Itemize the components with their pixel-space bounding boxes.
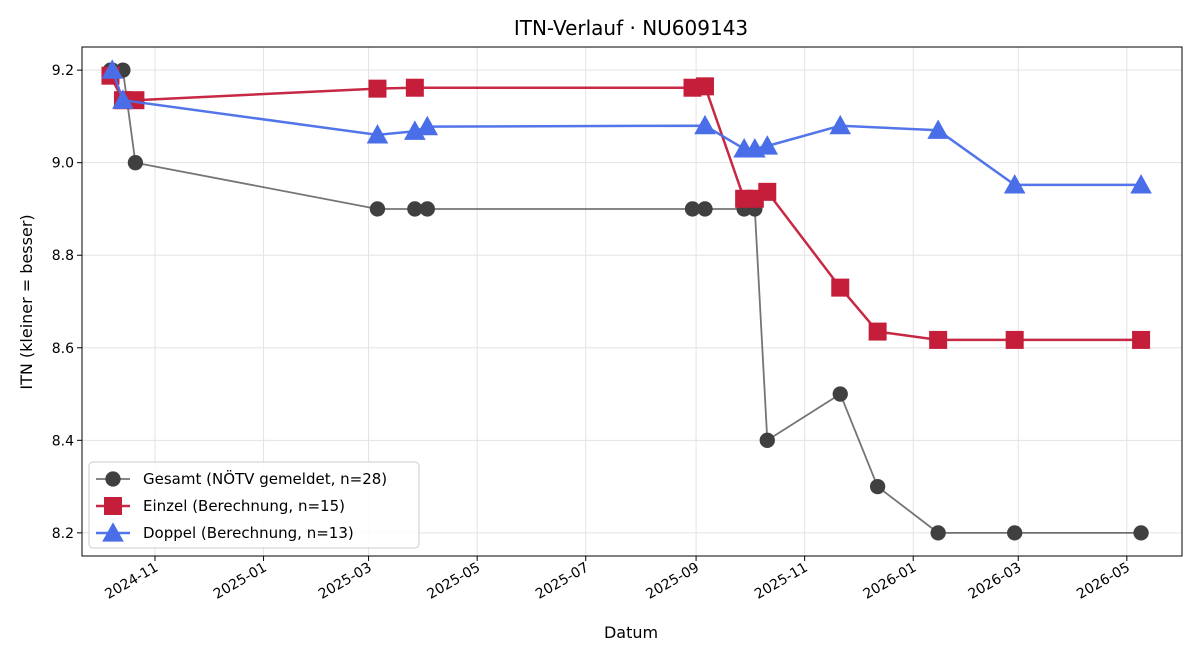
data-point (1003, 174, 1026, 194)
x-axis-label: Datum (604, 623, 658, 642)
legend-entry: Einzel (Berechnung, n=15) (96, 497, 345, 515)
x-tick-label: 2025-01 (211, 560, 270, 603)
data-point (868, 322, 887, 341)
data-point (869, 478, 886, 495)
data-point (405, 78, 424, 97)
x-tick-label: 2025-07 (533, 560, 592, 603)
y-tick-label: 8.6 (52, 341, 74, 357)
x-axis: 2024-11 2025-01 2025-03 2025-05 2025-07 2025-… (102, 556, 1133, 603)
data-point (1130, 174, 1152, 194)
legend-label: Einzel (Berechnung, n=15) (143, 497, 345, 515)
data-point (1005, 330, 1024, 349)
data-point (927, 119, 949, 139)
series-square (101, 66, 1151, 349)
data-point (929, 330, 948, 349)
data-point (112, 89, 134, 109)
data-point (758, 182, 777, 201)
data-point (697, 201, 713, 217)
data-point (1132, 330, 1151, 349)
series-layer (101, 59, 1152, 541)
y-tick-label: 9.2 (52, 63, 74, 79)
legend-box (88, 461, 420, 549)
x-tick-label: 2025-11 (752, 560, 811, 603)
data-point (831, 278, 850, 297)
legend: Gesamt (NÖTV gemeldet, n=28) Einzel (Bere… (88, 461, 420, 549)
y-axis: 8.2 8.4 8.6 8.8 9.0 9.2 (52, 63, 82, 542)
series-triangle (101, 59, 1152, 194)
x-tick-label: 2025-03 (316, 560, 375, 603)
data-point (829, 114, 852, 135)
data-point (930, 525, 946, 541)
legend-label: Gesamt (NÖTV gemeldet, n=28) (143, 469, 387, 488)
series-circle (102, 62, 1149, 541)
x-tick-label: 2026-05 (1074, 560, 1133, 603)
data-point (369, 201, 386, 217)
data-point (832, 386, 848, 402)
data-point (127, 155, 144, 171)
data-point (416, 115, 439, 136)
legend-entry: Gesamt (NÖTV gemeldet, n=28) (96, 469, 387, 488)
chart-title: ITN-Verlauf · NU609143 (514, 16, 748, 40)
data-point (407, 201, 423, 217)
legend-marker (105, 471, 121, 487)
data-point (759, 432, 775, 448)
legend-marker (104, 497, 122, 515)
x-tick-label: 2025-05 (424, 560, 483, 603)
series-line (109, 75, 1142, 342)
data-point (366, 124, 389, 144)
data-point (694, 114, 716, 135)
y-tick-label: 9.0 (52, 156, 74, 172)
data-point (101, 59, 124, 79)
data-point (756, 135, 779, 155)
data-point (419, 201, 435, 217)
data-point (1133, 525, 1149, 541)
data-point (1007, 525, 1023, 541)
y-axis-label: ITN (kleiner = besser) (17, 214, 36, 389)
plot-frame (81, 46, 1183, 557)
x-tick-label: 2024-11 (102, 560, 161, 603)
x-tick-label: 2026-01 (861, 560, 920, 603)
data-point (684, 201, 701, 217)
data-point (368, 79, 387, 98)
x-tick-label: 2025-09 (643, 560, 702, 603)
y-tick-label: 8.8 (52, 248, 74, 264)
y-tick-label: 8.4 (52, 433, 74, 449)
y-tick-label: 8.2 (52, 526, 74, 542)
legend-marker (102, 522, 124, 542)
legend-entry: Doppel (Berechnung, n=13) (96, 522, 354, 542)
data-point (695, 77, 714, 96)
x-tick-label: 2026-03 (966, 560, 1025, 603)
legend-label: Doppel (Berechnung, n=13) (143, 524, 354, 542)
